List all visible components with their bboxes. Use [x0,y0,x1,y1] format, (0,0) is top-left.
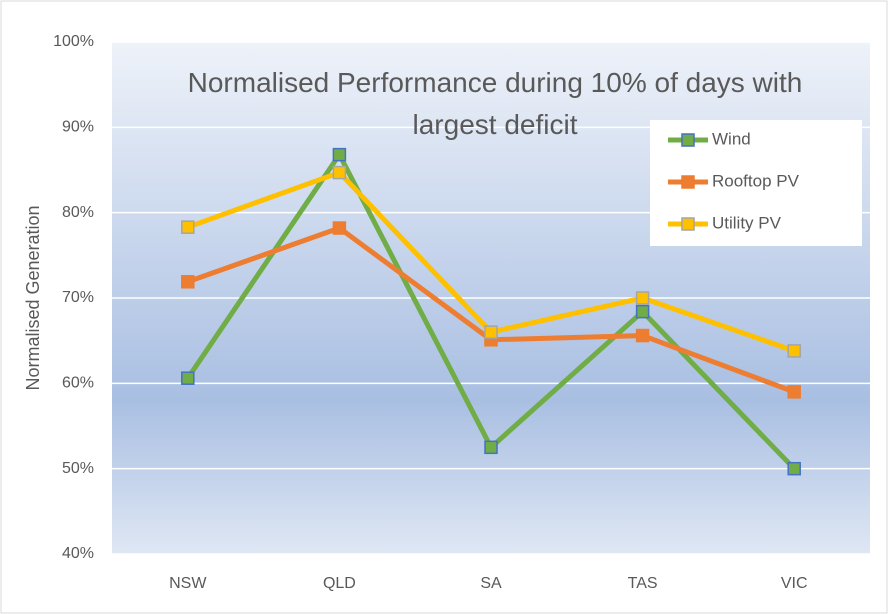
x-tick-label: TAS [628,575,658,592]
x-tick-label: NSW [169,575,207,592]
y-axis-label: Normalised Generation [23,205,43,390]
data-marker [332,147,347,162]
chart-title: Normalised Performance during 10% of day… [187,67,803,140]
legend-label: Rooftop PV [712,171,800,190]
x-tick-label: VIC [781,575,808,592]
y-tick-label: 100% [53,33,94,50]
data-marker [181,275,195,289]
data-marker [635,304,650,319]
y-tick-label: 40% [62,545,94,562]
y-tick-label: 80% [62,204,94,221]
legend-marker [681,175,695,189]
legend-marker [681,133,695,147]
x-tick-label: SA [480,575,502,592]
data-marker [332,165,347,180]
data-marker [332,221,347,235]
x-tick-label: QLD [323,575,356,592]
data-marker [484,325,498,339]
legend-label: Wind [712,129,751,148]
data-marker [181,371,195,385]
y-tick-label: 90% [62,119,94,136]
y-tick-label: 50% [62,460,94,477]
legend-marker [681,217,695,231]
data-marker [787,344,801,358]
data-marker [635,328,650,343]
data-marker [484,440,498,455]
y-tick-label: 70% [62,289,94,306]
data-marker [787,385,801,399]
y-tick-label: 60% [62,375,94,392]
data-marker [787,461,801,476]
legend-label: Utility PV [712,213,782,232]
data-marker [181,220,195,234]
data-marker [635,291,650,305]
